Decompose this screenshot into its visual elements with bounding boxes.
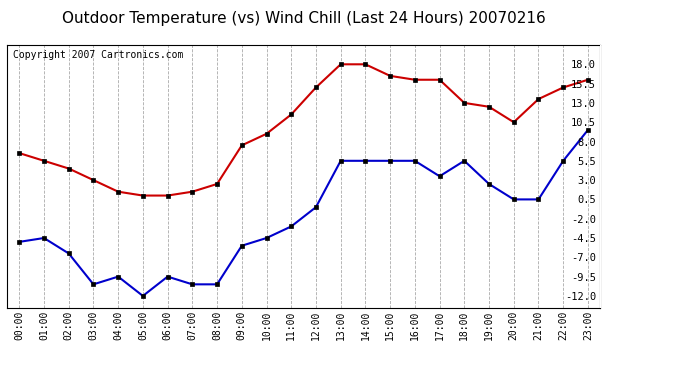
Text: Outdoor Temperature (vs) Wind Chill (Last 24 Hours) 20070216: Outdoor Temperature (vs) Wind Chill (Las… — [61, 11, 546, 26]
Text: Copyright 2007 Cartronics.com: Copyright 2007 Cartronics.com — [13, 50, 184, 60]
